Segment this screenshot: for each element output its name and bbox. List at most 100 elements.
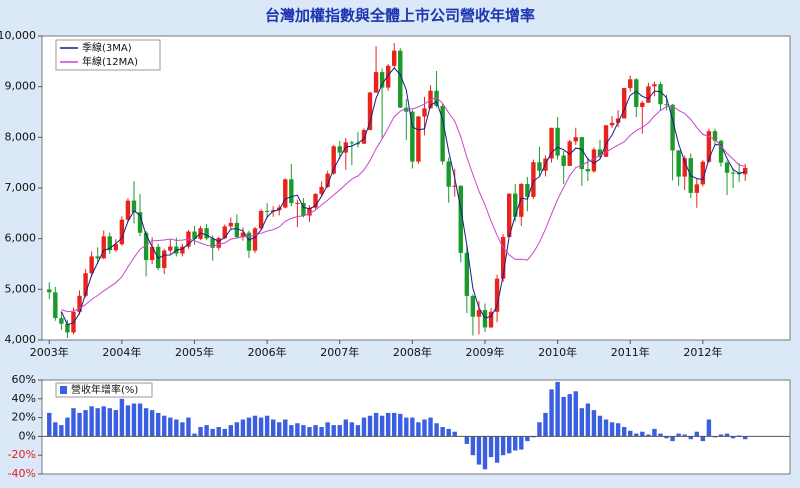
plot-area bbox=[41, 35, 791, 341]
bar bbox=[47, 412, 52, 437]
candle-body bbox=[240, 232, 246, 237]
x-tick-label: 2006年 bbox=[248, 345, 287, 359]
candle-body bbox=[95, 256, 100, 259]
candle-body bbox=[264, 210, 270, 212]
candle-body bbox=[640, 102, 645, 107]
x-tick-label: 2008年 bbox=[393, 345, 432, 359]
bar bbox=[313, 425, 318, 437]
bar bbox=[95, 408, 100, 437]
bar bbox=[131, 403, 137, 437]
chart-title: 台灣加權指數與全體上市公司營收年增率 bbox=[265, 7, 535, 25]
candle-body bbox=[531, 162, 536, 197]
bar bbox=[168, 417, 173, 437]
candle-body bbox=[416, 116, 421, 162]
candle-body bbox=[361, 129, 367, 144]
candle-body bbox=[313, 193, 318, 208]
candle-body bbox=[440, 105, 445, 162]
candle-body bbox=[519, 184, 524, 217]
candle-body bbox=[506, 193, 512, 237]
candle-body bbox=[555, 127, 560, 156]
candle-body bbox=[295, 202, 300, 204]
bar bbox=[743, 436, 748, 440]
x-tick-label: 2012年 bbox=[683, 345, 722, 359]
bar bbox=[71, 408, 76, 437]
ma-line bbox=[60, 67, 746, 326]
bar bbox=[385, 412, 391, 437]
bar bbox=[585, 403, 591, 437]
bar bbox=[264, 415, 270, 437]
candle-body bbox=[59, 318, 64, 324]
bar bbox=[65, 417, 70, 437]
bar bbox=[470, 436, 476, 456]
bar bbox=[355, 425, 361, 437]
bar bbox=[361, 417, 367, 437]
bar bbox=[379, 415, 385, 437]
candle-body bbox=[422, 108, 427, 117]
bar bbox=[198, 427, 203, 437]
candle-body bbox=[307, 207, 312, 216]
bar bbox=[325, 422, 330, 437]
bar bbox=[373, 412, 379, 437]
x-tick-label: 2007年 bbox=[320, 345, 359, 359]
bar bbox=[513, 436, 518, 451]
candle-body bbox=[476, 310, 482, 317]
bar bbox=[640, 431, 645, 437]
bar bbox=[652, 428, 657, 437]
x-tick-label: 2011年 bbox=[611, 345, 650, 359]
bar bbox=[440, 427, 445, 437]
candle-body bbox=[289, 179, 294, 204]
candle-body bbox=[410, 111, 415, 162]
legend bbox=[55, 39, 161, 71]
candle-body bbox=[573, 137, 578, 142]
legend-swatch bbox=[60, 386, 67, 394]
candle-body bbox=[349, 142, 355, 144]
bar bbox=[561, 396, 566, 437]
candle-body bbox=[404, 107, 409, 112]
candle-body bbox=[700, 161, 706, 185]
bar bbox=[434, 423, 439, 437]
bar bbox=[192, 433, 197, 437]
candle-body bbox=[718, 140, 724, 163]
bar bbox=[446, 428, 451, 437]
candle-body bbox=[119, 219, 125, 245]
bar bbox=[482, 436, 488, 470]
bar bbox=[83, 410, 88, 437]
candle-body bbox=[367, 92, 373, 130]
bar bbox=[113, 410, 119, 437]
bar bbox=[543, 412, 548, 437]
bar bbox=[416, 422, 421, 437]
candle-body bbox=[246, 232, 252, 251]
candle-body bbox=[113, 244, 119, 251]
candle-body bbox=[331, 146, 336, 174]
y-tick-label: 40% bbox=[12, 392, 36, 405]
bar bbox=[216, 427, 221, 437]
bar bbox=[676, 433, 681, 437]
bar bbox=[506, 436, 512, 454]
bar bbox=[367, 415, 373, 437]
candle-body bbox=[392, 50, 397, 66]
bar bbox=[410, 417, 415, 437]
bar bbox=[688, 436, 693, 440]
y-tick-label: 7,000 bbox=[5, 181, 37, 194]
bar bbox=[89, 406, 94, 437]
legend-label: 營收年增率(%) bbox=[71, 383, 138, 396]
bar bbox=[555, 381, 560, 437]
candle-body bbox=[597, 149, 603, 157]
bar bbox=[59, 425, 64, 437]
bar bbox=[210, 428, 215, 437]
bar bbox=[718, 434, 724, 437]
candle-body bbox=[325, 173, 330, 187]
candle-body bbox=[603, 125, 609, 157]
candle-body bbox=[204, 228, 209, 239]
candle-body bbox=[283, 179, 288, 208]
bar bbox=[246, 417, 252, 437]
bar bbox=[476, 436, 482, 465]
bar bbox=[240, 419, 246, 437]
candle-body bbox=[216, 238, 221, 248]
plot-area bbox=[41, 379, 791, 475]
candle-body bbox=[385, 65, 391, 88]
candle-body bbox=[634, 79, 639, 107]
bar bbox=[101, 406, 106, 437]
bar bbox=[337, 425, 342, 437]
bar bbox=[277, 422, 282, 437]
